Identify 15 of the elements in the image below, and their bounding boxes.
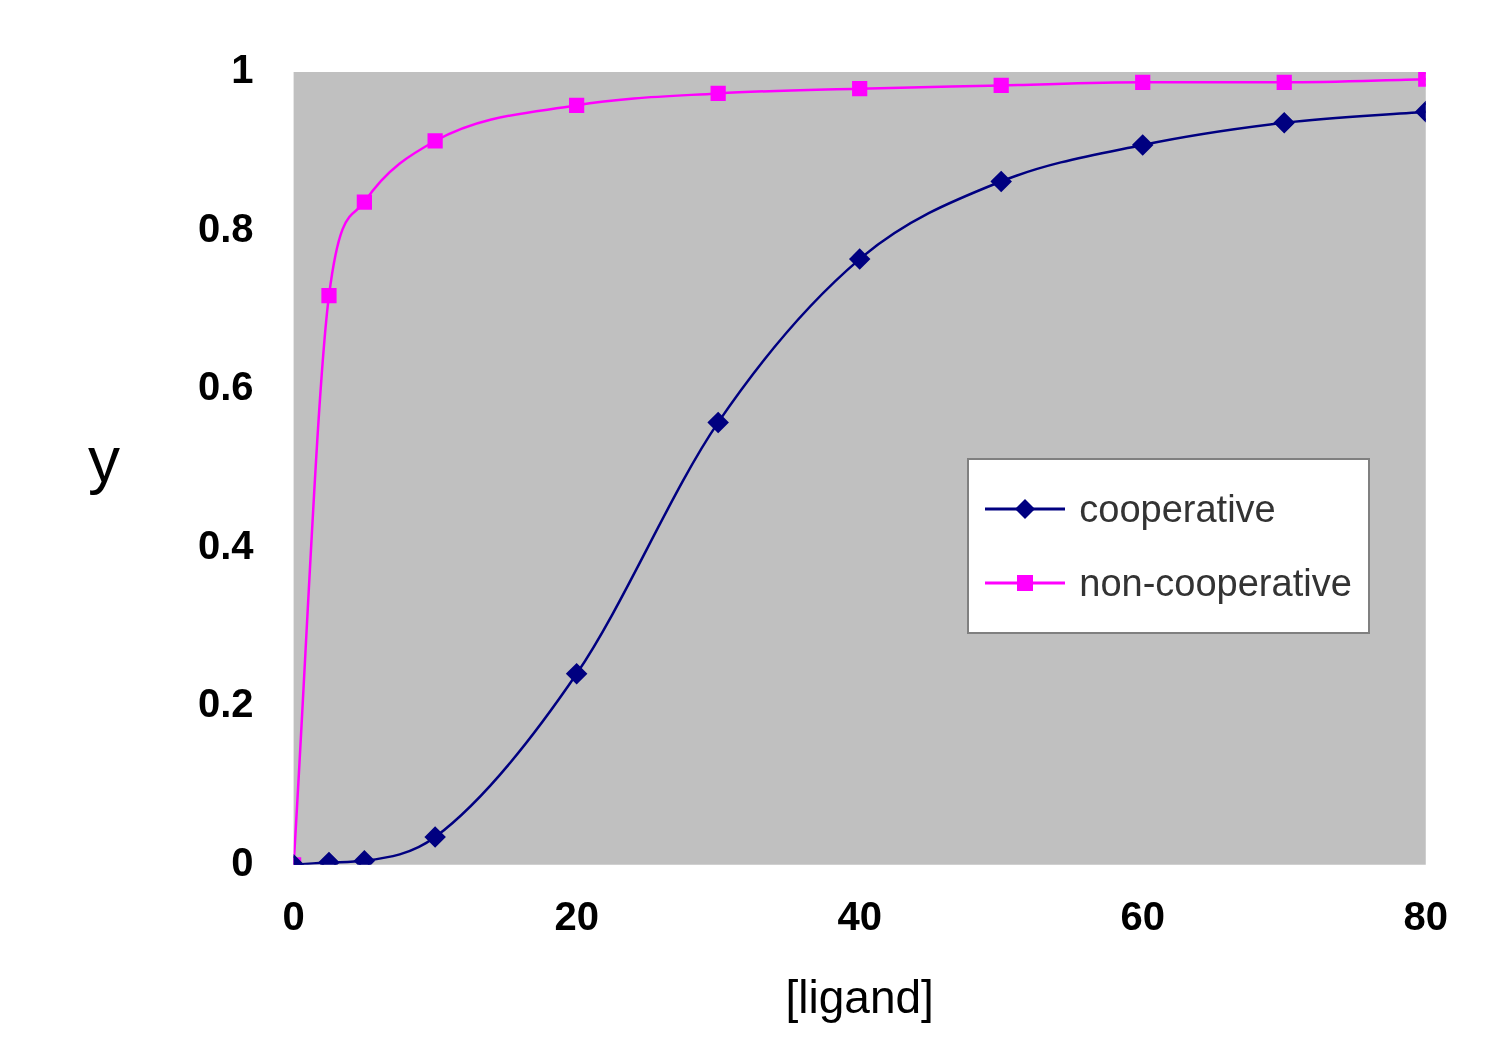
- x-tick-label: 60: [1120, 893, 1165, 938]
- y-tick-label: 0.4: [198, 522, 255, 567]
- x-tick-label: 80: [1403, 893, 1448, 938]
- y-tick-label: 0.6: [198, 364, 254, 409]
- x-tick-label: 0: [282, 893, 305, 938]
- y-tick-label: 0.2: [198, 681, 254, 726]
- x-tick-label: 20: [554, 893, 599, 938]
- y-axis-title: y: [88, 423, 120, 498]
- legend-label: cooperative: [1079, 487, 1276, 533]
- legend-label: non-cooperative: [1079, 561, 1352, 607]
- y-tick-label: 0.8: [198, 205, 254, 250]
- y-tick-label: 0: [231, 839, 254, 884]
- x-axis-title: [ligand]: [785, 971, 934, 1024]
- y-tick-label: 1: [231, 47, 254, 92]
- x-tick-label: 40: [837, 893, 882, 938]
